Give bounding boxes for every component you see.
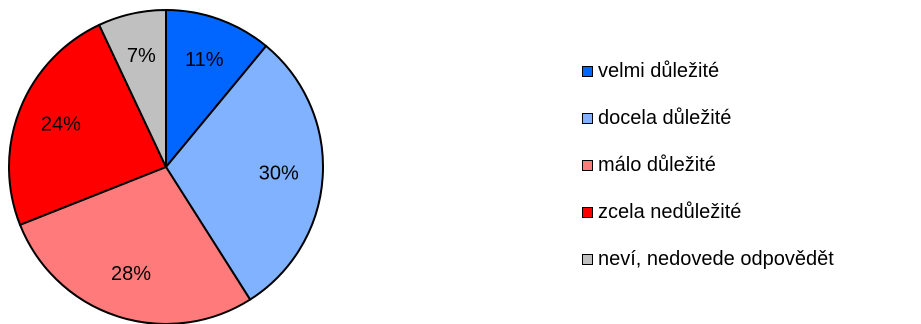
legend-swatch (582, 112, 593, 124)
legend: velmi důležité docela důležité málo důle… (582, 58, 834, 293)
legend-item: velmi důležité (582, 58, 834, 84)
legend-label: málo důležité (598, 153, 716, 176)
pie-slice (97, 8, 167, 168)
legend-swatch (582, 159, 593, 171)
legend-item: zcela nedůležité (582, 199, 834, 225)
legend-item: málo důležité (582, 152, 834, 178)
legend-label: velmi důležité (598, 59, 720, 82)
pie-slice (18, 165, 252, 324)
pie-slice (8, 23, 168, 227)
slice-value-label: 11% (185, 49, 224, 71)
legend-swatch (582, 206, 593, 218)
slice-value-label: 7% (127, 45, 156, 67)
slice-value-label: 28% (111, 263, 151, 285)
pie-slice (164, 44, 324, 301)
legend-label: docela důležité (598, 106, 732, 129)
pie-slice (165, 8, 268, 170)
legend-label: zcela nedůležité (598, 200, 742, 223)
legend-item: docela důležité (582, 105, 834, 131)
slice-value-label: 30% (259, 162, 299, 184)
slice-value-label: 24% (41, 114, 81, 136)
legend-label: neví, nedovede odpovědět (598, 247, 834, 270)
legend-swatch (582, 65, 593, 77)
legend-item: neví, nedovede odpovědět (582, 246, 834, 272)
legend-swatch (582, 253, 593, 265)
